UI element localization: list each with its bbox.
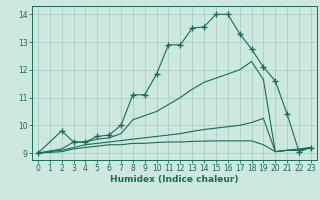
- X-axis label: Humidex (Indice chaleur): Humidex (Indice chaleur): [110, 175, 239, 184]
